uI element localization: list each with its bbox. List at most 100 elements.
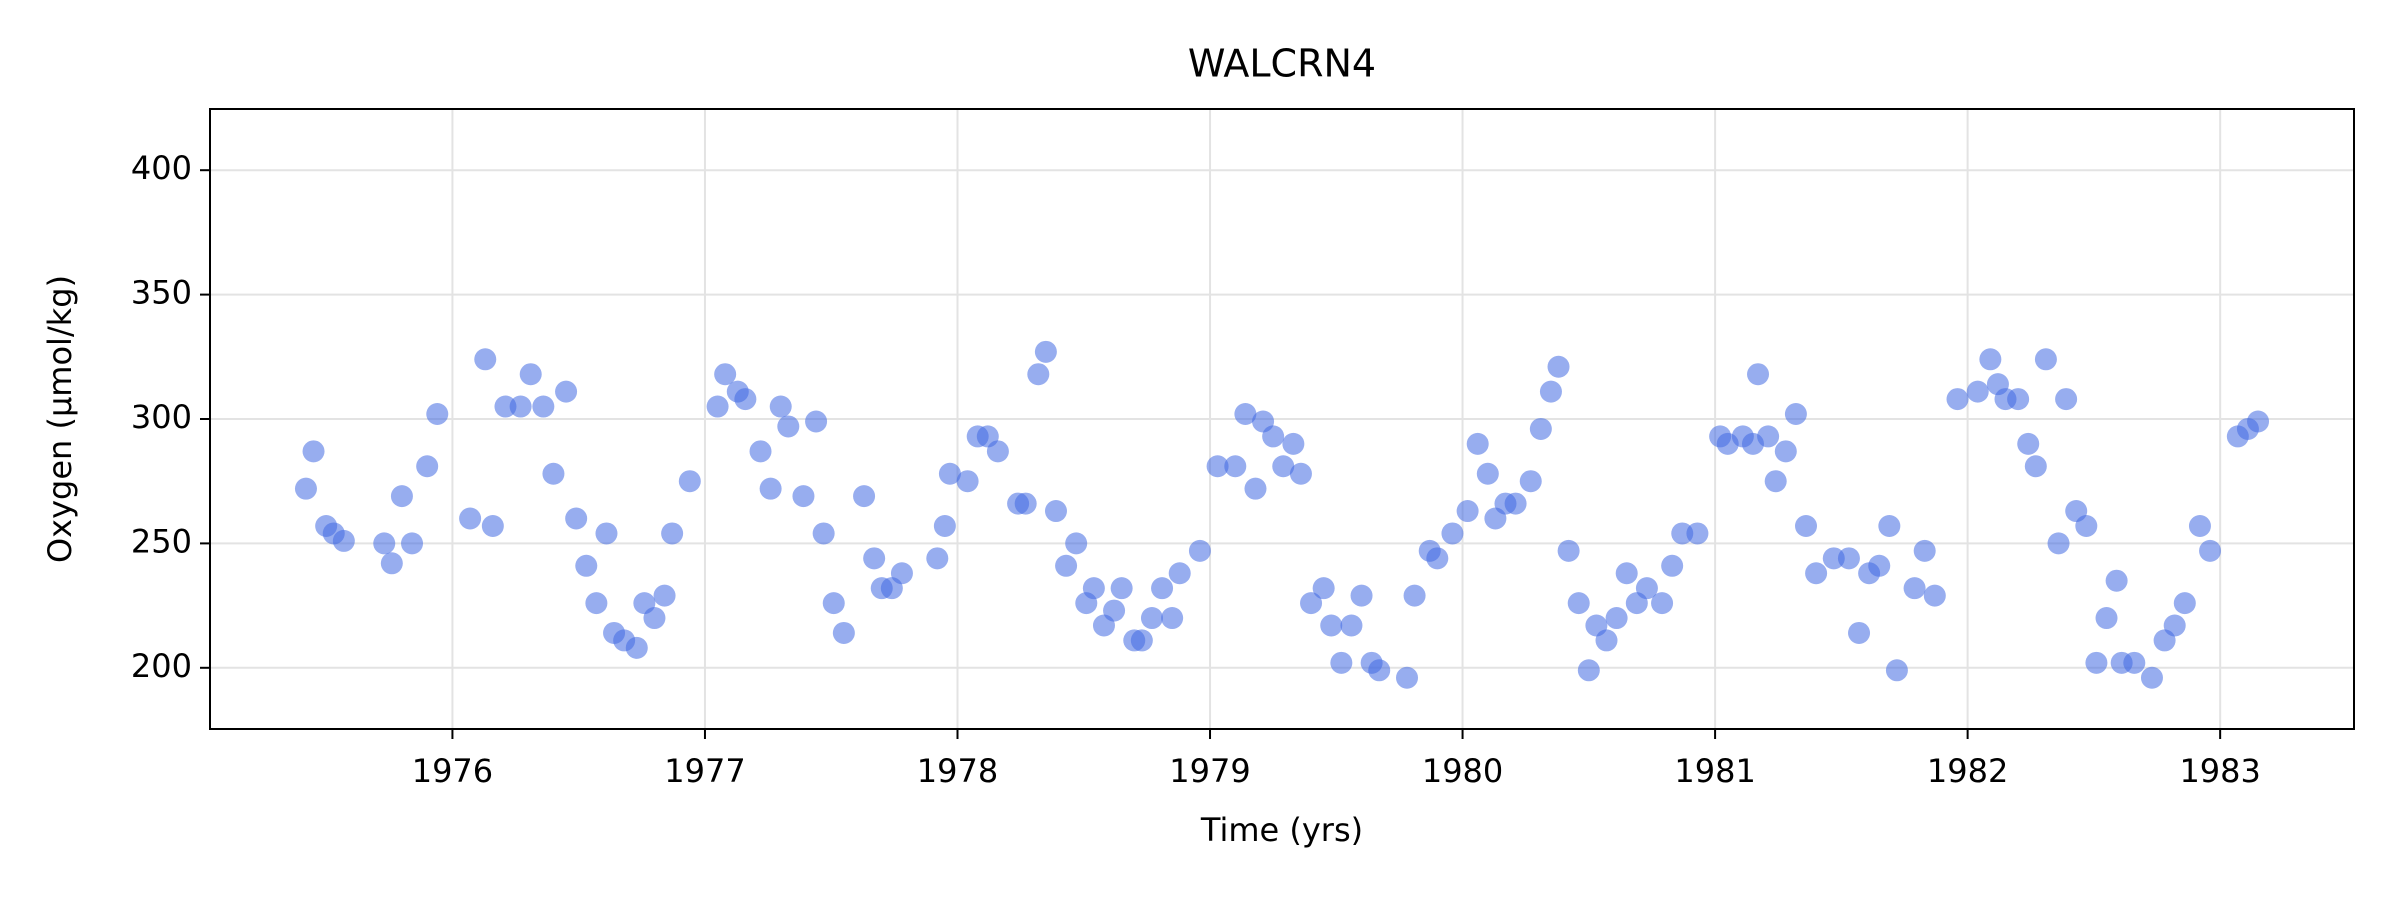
point <box>509 395 532 418</box>
point <box>734 388 757 411</box>
x-tick-label: 1977 <box>664 752 745 790</box>
point <box>706 395 729 418</box>
point <box>1547 355 1570 378</box>
point <box>1441 522 1464 545</box>
point <box>678 470 701 493</box>
point <box>1747 363 1770 386</box>
point <box>1979 348 2002 371</box>
point <box>2047 532 2070 555</box>
point <box>302 440 325 463</box>
x-tick-label: 1978 <box>917 752 998 790</box>
point <box>1795 514 1818 537</box>
point <box>1878 514 1901 537</box>
point <box>2247 410 2270 433</box>
x-tick-label: 1982 <box>1927 752 2008 790</box>
point <box>1044 500 1067 523</box>
point <box>1456 500 1479 523</box>
y-tick-label: 300 <box>131 398 192 436</box>
point <box>2140 666 2163 689</box>
point <box>565 507 588 530</box>
point <box>1034 340 1057 363</box>
point <box>2075 514 2098 537</box>
point <box>812 522 835 545</box>
point <box>1065 532 1088 555</box>
point <box>595 522 618 545</box>
point <box>1168 562 1191 585</box>
point <box>661 522 684 545</box>
point <box>1289 462 1312 485</box>
point <box>1615 562 1638 585</box>
point <box>494 395 517 418</box>
point <box>625 636 648 659</box>
point <box>2105 569 2128 592</box>
chart-title: WALCRN4 <box>1188 42 1376 86</box>
point <box>2017 432 2040 455</box>
point <box>1822 547 1845 570</box>
point <box>1055 554 1078 577</box>
point <box>643 607 666 630</box>
point <box>2007 388 2030 411</box>
x-tick-label: 1981 <box>1674 752 1755 790</box>
point <box>853 485 876 508</box>
point <box>1244 477 1267 500</box>
point <box>933 514 956 537</box>
point <box>1519 470 1542 493</box>
point <box>832 621 855 644</box>
point <box>1651 592 1674 615</box>
x-tick-label: 1976 <box>412 752 493 790</box>
point <box>1330 651 1353 674</box>
point <box>926 547 949 570</box>
point <box>1368 659 1391 682</box>
point <box>2123 651 2146 674</box>
point <box>1403 584 1426 607</box>
point <box>1885 659 1908 682</box>
point <box>1396 666 1419 689</box>
point <box>519 363 542 386</box>
point <box>749 440 772 463</box>
point <box>1529 417 1552 440</box>
point <box>1966 380 1989 403</box>
point <box>2055 388 2078 411</box>
point <box>1140 607 1163 630</box>
point <box>1868 554 1891 577</box>
point <box>1300 592 1323 615</box>
point <box>822 592 845 615</box>
point <box>2095 607 2118 630</box>
point <box>1206 455 1229 478</box>
point <box>1946 388 1969 411</box>
point <box>1476 462 1499 485</box>
x-tick-label: 1979 <box>1169 752 1250 790</box>
point <box>1103 599 1126 622</box>
point <box>890 562 913 585</box>
point <box>401 532 424 555</box>
point <box>1577 659 1600 682</box>
point <box>1903 577 1926 600</box>
point <box>1764 470 1787 493</box>
point <box>390 485 413 508</box>
point <box>481 514 504 537</box>
point <box>585 592 608 615</box>
point <box>294 477 317 500</box>
point <box>1784 403 1807 426</box>
point <box>2085 651 2108 674</box>
point <box>1282 432 1305 455</box>
y-tick-label: 200 <box>131 647 192 685</box>
y-tick-label: 250 <box>131 522 192 560</box>
point <box>532 395 555 418</box>
point <box>1567 592 1590 615</box>
point <box>1466 432 1489 455</box>
x-tick-label: 1983 <box>2179 752 2260 790</box>
point <box>416 455 439 478</box>
point <box>542 462 565 485</box>
y-tick-label: 400 <box>131 149 192 187</box>
point <box>759 477 782 500</box>
point <box>1130 629 1153 652</box>
point <box>956 470 979 493</box>
point <box>1014 492 1037 515</box>
point <box>1151 577 1174 600</box>
point <box>777 415 800 438</box>
point <box>714 363 737 386</box>
point <box>1082 577 1105 600</box>
